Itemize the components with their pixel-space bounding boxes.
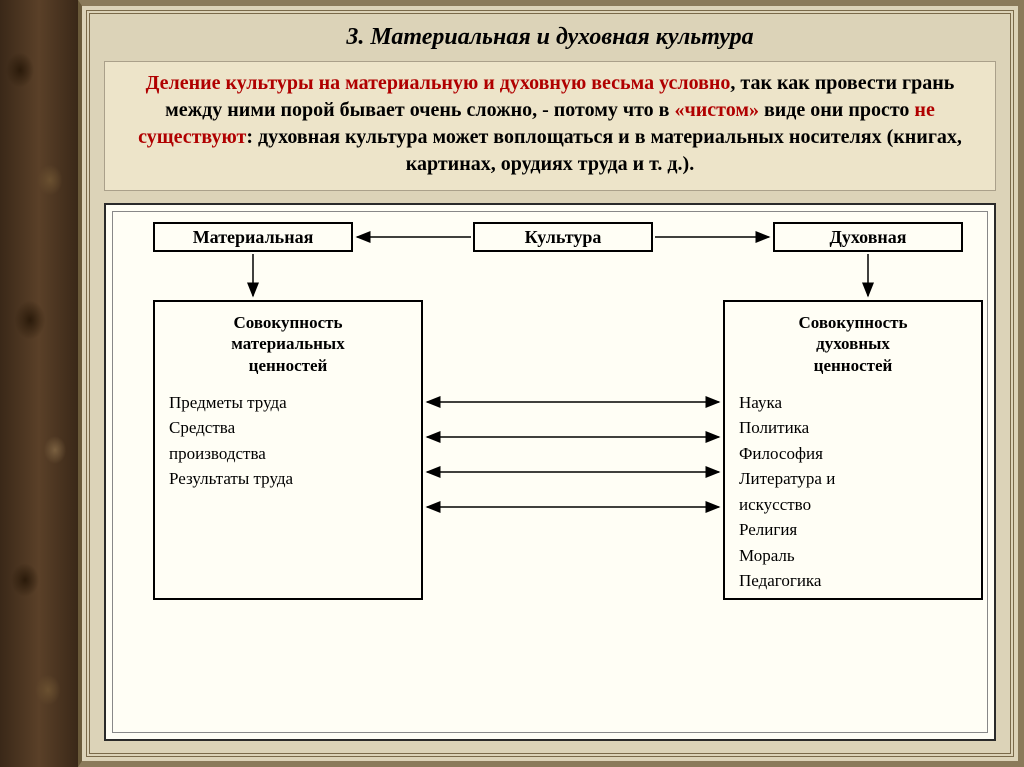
list-item: Политика bbox=[739, 415, 967, 441]
box-left-heading: Совокупность материальных ценностей bbox=[169, 312, 407, 376]
node-culture: Культура bbox=[473, 222, 653, 252]
head-line: материальных bbox=[169, 333, 407, 354]
list-item: производства bbox=[169, 441, 407, 467]
head-line: ценностей bbox=[169, 355, 407, 376]
list-item: Религия bbox=[739, 517, 967, 543]
box-left-list: Предметы труда Средства производства Рез… bbox=[169, 390, 407, 492]
box-right-list: Наука Политика Философия Литература и ис… bbox=[739, 390, 967, 594]
list-item: Философия bbox=[739, 441, 967, 467]
list-item: Наука bbox=[739, 390, 967, 416]
list-item: Литература и bbox=[739, 466, 967, 492]
callout-red-1: Деление культуры на материальную и духов… bbox=[146, 72, 731, 94]
head-line: Совокупность bbox=[739, 312, 967, 333]
diagram-container: Культура Материальная Духовная Совокупно… bbox=[104, 203, 996, 741]
callout-text-4: виде они просто bbox=[759, 99, 914, 121]
callout-box: Деление культуры на материальную и духов… bbox=[104, 61, 996, 191]
node-material: Материальная bbox=[153, 222, 353, 252]
slide-content: 3. Материальная и духовная культура Деле… bbox=[86, 10, 1014, 757]
box-right-heading: Совокупность духовных ценностей bbox=[739, 312, 967, 376]
list-item: Результаты труда bbox=[169, 466, 407, 492]
decorative-sidebar bbox=[0, 0, 78, 767]
slide-title: 3. Материальная и духовная культура bbox=[104, 24, 996, 51]
list-item: искусство bbox=[739, 492, 967, 518]
list-item: Мораль bbox=[739, 543, 967, 569]
list-item: Предметы труда bbox=[169, 390, 407, 416]
head-line: Совокупность bbox=[169, 312, 407, 333]
node-spiritual: Духовная bbox=[773, 222, 963, 252]
box-spiritual-values: Совокупность духовных ценностей Наука По… bbox=[723, 300, 983, 600]
callout-red-3: «чистом» bbox=[674, 99, 758, 121]
list-item: Педагогика bbox=[739, 568, 967, 594]
box-material-values: Совокупность материальных ценностей Пред… bbox=[153, 300, 423, 600]
list-item: Средства bbox=[169, 415, 407, 441]
callout-text-6: : духовная культура может воплощаться и … bbox=[246, 126, 962, 175]
slide-frame: 3. Материальная и духовная культура Деле… bbox=[78, 0, 1024, 767]
head-line: духовных bbox=[739, 333, 967, 354]
diagram-inner-border: Культура Материальная Духовная Совокупно… bbox=[112, 211, 988, 733]
head-line: ценностей bbox=[739, 355, 967, 376]
